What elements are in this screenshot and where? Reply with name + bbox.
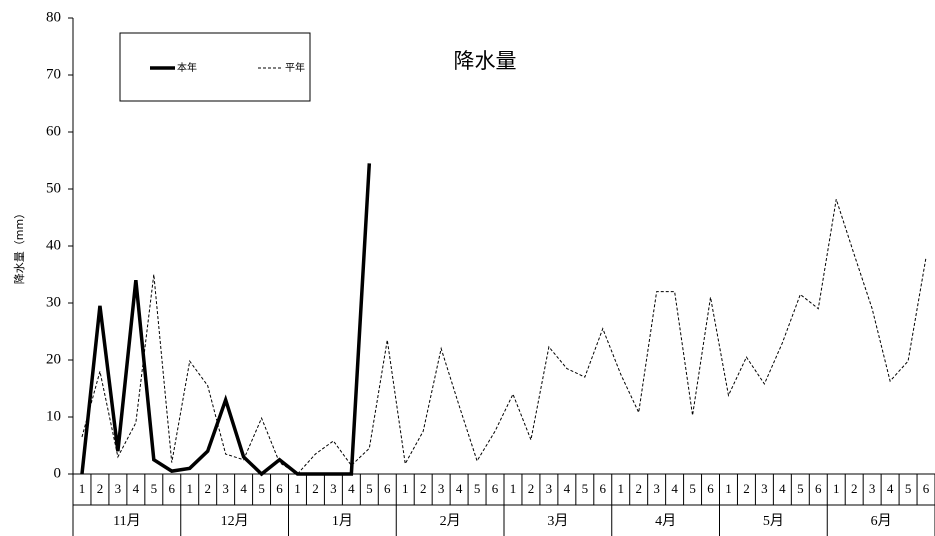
y-tick-label: 30 (46, 294, 61, 310)
x-tick-label: 3 (546, 481, 553, 496)
x-tick-label: 3 (330, 481, 337, 496)
x-tick-label: 2 (420, 481, 427, 496)
month-label: 2月 (440, 513, 461, 529)
series-line (81, 199, 927, 475)
month-label: 5月 (763, 513, 784, 529)
x-tick-label: 1 (833, 481, 840, 496)
legend-label: 本年 (177, 61, 197, 74)
x-tick-label: 1 (186, 481, 193, 496)
month-label: 6月 (871, 513, 892, 529)
x-tick-label: 6 (169, 481, 176, 496)
x-tick-label: 4 (133, 481, 140, 496)
x-tick-label: 2 (851, 481, 858, 496)
y-tick-label: 50 (46, 180, 61, 196)
y-axis-label: 降水量（mm） (12, 208, 26, 284)
x-tick-label: 5 (582, 481, 589, 496)
x-tick-label: 6 (815, 481, 822, 496)
x-tick-label: 3 (115, 481, 122, 496)
chart-title: 降水量 (454, 49, 517, 73)
x-tick-label: 5 (366, 481, 373, 496)
x-tick-label: 5 (258, 481, 265, 496)
x-tick-label: 2 (97, 481, 104, 496)
month-label: 4月 (655, 513, 676, 529)
month-label: 12月 (221, 513, 249, 529)
x-tick-label: 5 (797, 481, 804, 496)
x-tick-label: 6 (276, 481, 283, 496)
x-tick-label: 6 (923, 481, 930, 496)
x-tick-label: 4 (887, 481, 894, 496)
x-tick-label: 2 (635, 481, 642, 496)
x-tick-label: 6 (384, 481, 391, 496)
series-line (80, 163, 372, 477)
y-tick-label: 10 (46, 408, 61, 424)
legend-box (119, 32, 311, 102)
x-tick-label: 1 (402, 481, 409, 496)
x-tick-label: 1 (79, 481, 86, 496)
x-tick-label: 2 (312, 481, 319, 496)
x-tick-label: 6 (707, 481, 714, 496)
month-label: 1月 (332, 513, 353, 529)
x-tick-label: 3 (869, 481, 876, 496)
y-tick-label: 40 (46, 237, 61, 253)
x-tick-label: 4 (564, 481, 571, 496)
x-tick-label: 5 (689, 481, 696, 496)
x-tick-label: 4 (456, 481, 463, 496)
x-tick-label: 1 (294, 481, 301, 496)
x-tick-label: 3 (222, 481, 229, 496)
x-tick-label: 1 (510, 481, 517, 496)
x-tick-label: 4 (348, 481, 355, 496)
y-tick-label: 80 (46, 9, 61, 25)
y-tick-label: 0 (54, 465, 62, 481)
y-tick-label: 60 (46, 123, 61, 139)
x-tick-label: 3 (653, 481, 660, 496)
x-tick-label: 3 (761, 481, 768, 496)
x-tick-label: 4 (671, 481, 678, 496)
x-tick-label: 6 (600, 481, 607, 496)
x-tick-label: 2 (743, 481, 750, 496)
x-tick-label: 2 (204, 481, 211, 496)
x-tick-label: 1 (617, 481, 624, 496)
x-tick-label: 2 (528, 481, 535, 496)
legend-label: 平年 (285, 61, 305, 74)
x-tick-label: 3 (438, 481, 445, 496)
y-tick-label: 70 (46, 66, 61, 82)
x-tick-label: 5 (151, 481, 158, 496)
x-tick-label: 4 (240, 481, 247, 496)
x-tick-label: 5 (905, 481, 912, 496)
x-tick-label: 5 (474, 481, 481, 496)
x-tick-label: 6 (492, 481, 499, 496)
x-tick-label: 4 (779, 481, 786, 496)
month-label: 11月 (113, 513, 140, 529)
y-tick-label: 20 (46, 351, 61, 367)
month-label: 3月 (547, 513, 568, 529)
x-tick-label: 1 (725, 481, 732, 496)
